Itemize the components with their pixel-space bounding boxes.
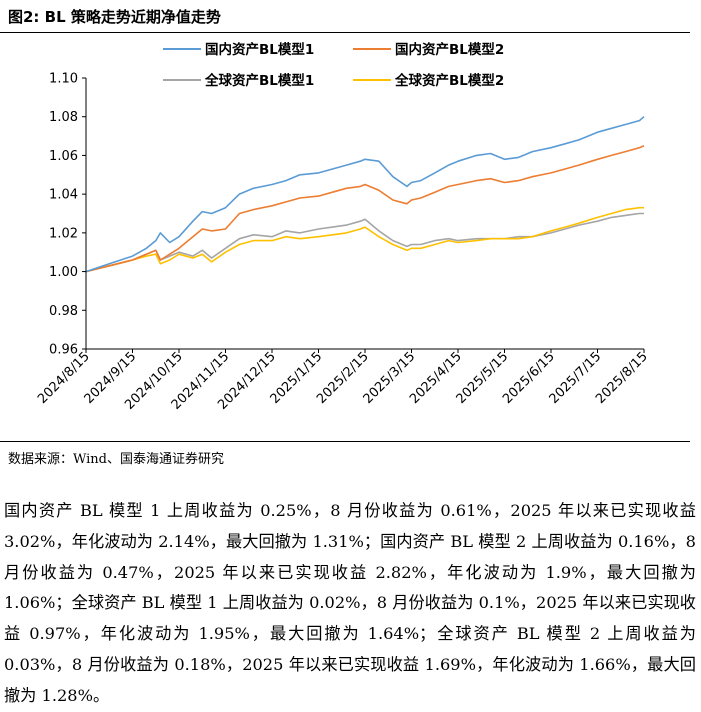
legend-label-3: 全球资产BL模型1 (204, 72, 314, 89)
figure-title: 图2: BL 策略走势近期净值走势 (8, 8, 221, 26)
bottom-rule (0, 441, 690, 442)
y-tick-label: 1.08 (49, 110, 78, 125)
y-tick-label: 1.02 (49, 226, 78, 241)
y-tick-label: 1.06 (49, 149, 78, 164)
chart-legend: 国内资产BL模型1 国内资产BL模型2 全球资产BL模型1 全球资产BL模型2 (163, 41, 504, 89)
line-chart: 国内资产BL模型1 国内资产BL模型2 全球资产BL模型1 全球资产BL模型2 0.9… (35, 41, 651, 413)
legend-label-2: 国内资产BL模型2 (395, 41, 504, 58)
top-rule (0, 32, 690, 33)
data-source: 数据来源：Wind、国泰海通证券研究 (8, 452, 224, 467)
legend-label-4: 全球资产BL模型2 (394, 72, 504, 89)
y-axis: 0.96 0.98 1.00 1.02 1.04 1.06 1.08 1.10 (49, 72, 87, 358)
series-line-1 (85, 116, 645, 273)
y-tick-label: 0.96 (49, 343, 78, 358)
y-tick-label: 1.04 (49, 188, 78, 203)
y-tick-label: 1.00 (49, 265, 78, 280)
x-axis: 2024/8/152024/9/152024/10/152024/11/1520… (35, 348, 651, 413)
series-line-4 (85, 206, 644, 273)
y-tick-label: 1.10 (49, 72, 78, 87)
series-line-3 (85, 212, 644, 273)
legend-label-1: 国内资产BL模型1 (205, 41, 314, 58)
series-line-2 (85, 145, 645, 273)
summary-paragraph: 国内资产 BL 模型 1 上周收益为 0.25%，8 月份收益为 0.61%，2… (4, 501, 696, 705)
y-tick-label: 0.98 (49, 304, 78, 319)
plot-area (85, 116, 645, 273)
